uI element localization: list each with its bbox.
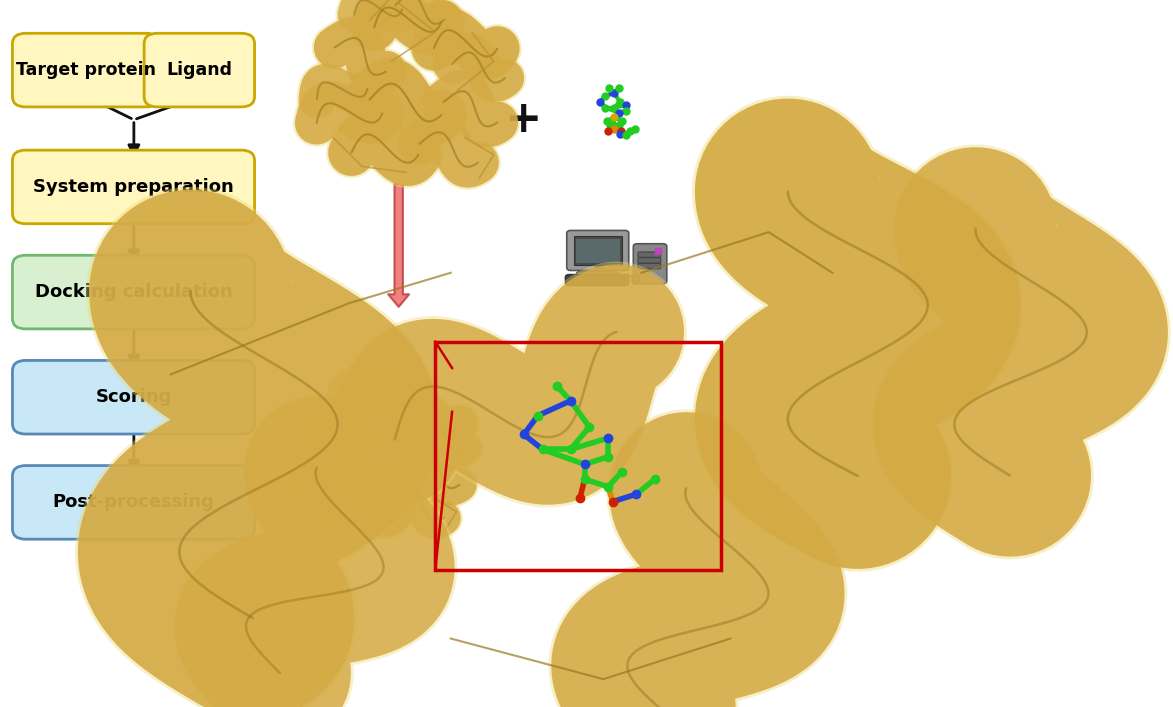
FancyBboxPatch shape <box>582 278 586 280</box>
FancyBboxPatch shape <box>613 278 618 280</box>
FancyBboxPatch shape <box>592 281 597 282</box>
FancyBboxPatch shape <box>576 281 582 282</box>
FancyBboxPatch shape <box>586 279 592 281</box>
FancyBboxPatch shape <box>597 281 602 282</box>
FancyBboxPatch shape <box>13 255 255 329</box>
Text: System preparation: System preparation <box>33 178 233 196</box>
Text: Scoring: Scoring <box>95 388 171 407</box>
FancyBboxPatch shape <box>633 244 666 284</box>
FancyBboxPatch shape <box>571 281 576 282</box>
FancyBboxPatch shape <box>582 281 586 282</box>
FancyBboxPatch shape <box>597 278 602 280</box>
FancyBboxPatch shape <box>638 263 660 269</box>
Text: Ligand: Ligand <box>167 61 232 79</box>
Text: Docking calculation: Docking calculation <box>35 283 232 301</box>
FancyBboxPatch shape <box>638 257 660 263</box>
FancyBboxPatch shape <box>571 278 576 280</box>
FancyBboxPatch shape <box>144 33 255 107</box>
FancyBboxPatch shape <box>603 279 608 281</box>
FancyBboxPatch shape <box>638 252 660 257</box>
Text: Target protein: Target protein <box>16 61 156 79</box>
FancyBboxPatch shape <box>613 279 618 281</box>
FancyBboxPatch shape <box>576 278 582 280</box>
FancyBboxPatch shape <box>592 279 597 281</box>
Ellipse shape <box>632 275 639 284</box>
FancyBboxPatch shape <box>608 281 612 282</box>
FancyBboxPatch shape <box>592 278 597 280</box>
FancyBboxPatch shape <box>567 230 629 271</box>
FancyBboxPatch shape <box>603 281 608 282</box>
FancyBboxPatch shape <box>608 279 612 281</box>
FancyBboxPatch shape <box>565 274 629 286</box>
Bar <box>435 341 720 570</box>
FancyBboxPatch shape <box>603 278 608 280</box>
Text: +: + <box>504 98 542 141</box>
Text: Post-processing: Post-processing <box>53 493 215 511</box>
FancyBboxPatch shape <box>582 279 586 281</box>
FancyBboxPatch shape <box>13 150 255 223</box>
FancyBboxPatch shape <box>613 281 618 282</box>
FancyBboxPatch shape <box>571 279 576 281</box>
FancyBboxPatch shape <box>597 279 602 281</box>
FancyBboxPatch shape <box>618 278 623 280</box>
FancyBboxPatch shape <box>576 240 619 263</box>
FancyBboxPatch shape <box>576 271 619 281</box>
FancyBboxPatch shape <box>586 281 592 282</box>
FancyBboxPatch shape <box>586 278 592 280</box>
FancyBboxPatch shape <box>13 33 160 107</box>
FancyBboxPatch shape <box>574 236 622 264</box>
FancyBboxPatch shape <box>13 466 255 539</box>
FancyBboxPatch shape <box>618 279 623 281</box>
FancyBboxPatch shape <box>608 278 612 280</box>
FancyBboxPatch shape <box>576 279 582 281</box>
FancyBboxPatch shape <box>13 361 255 434</box>
FancyBboxPatch shape <box>618 281 623 282</box>
